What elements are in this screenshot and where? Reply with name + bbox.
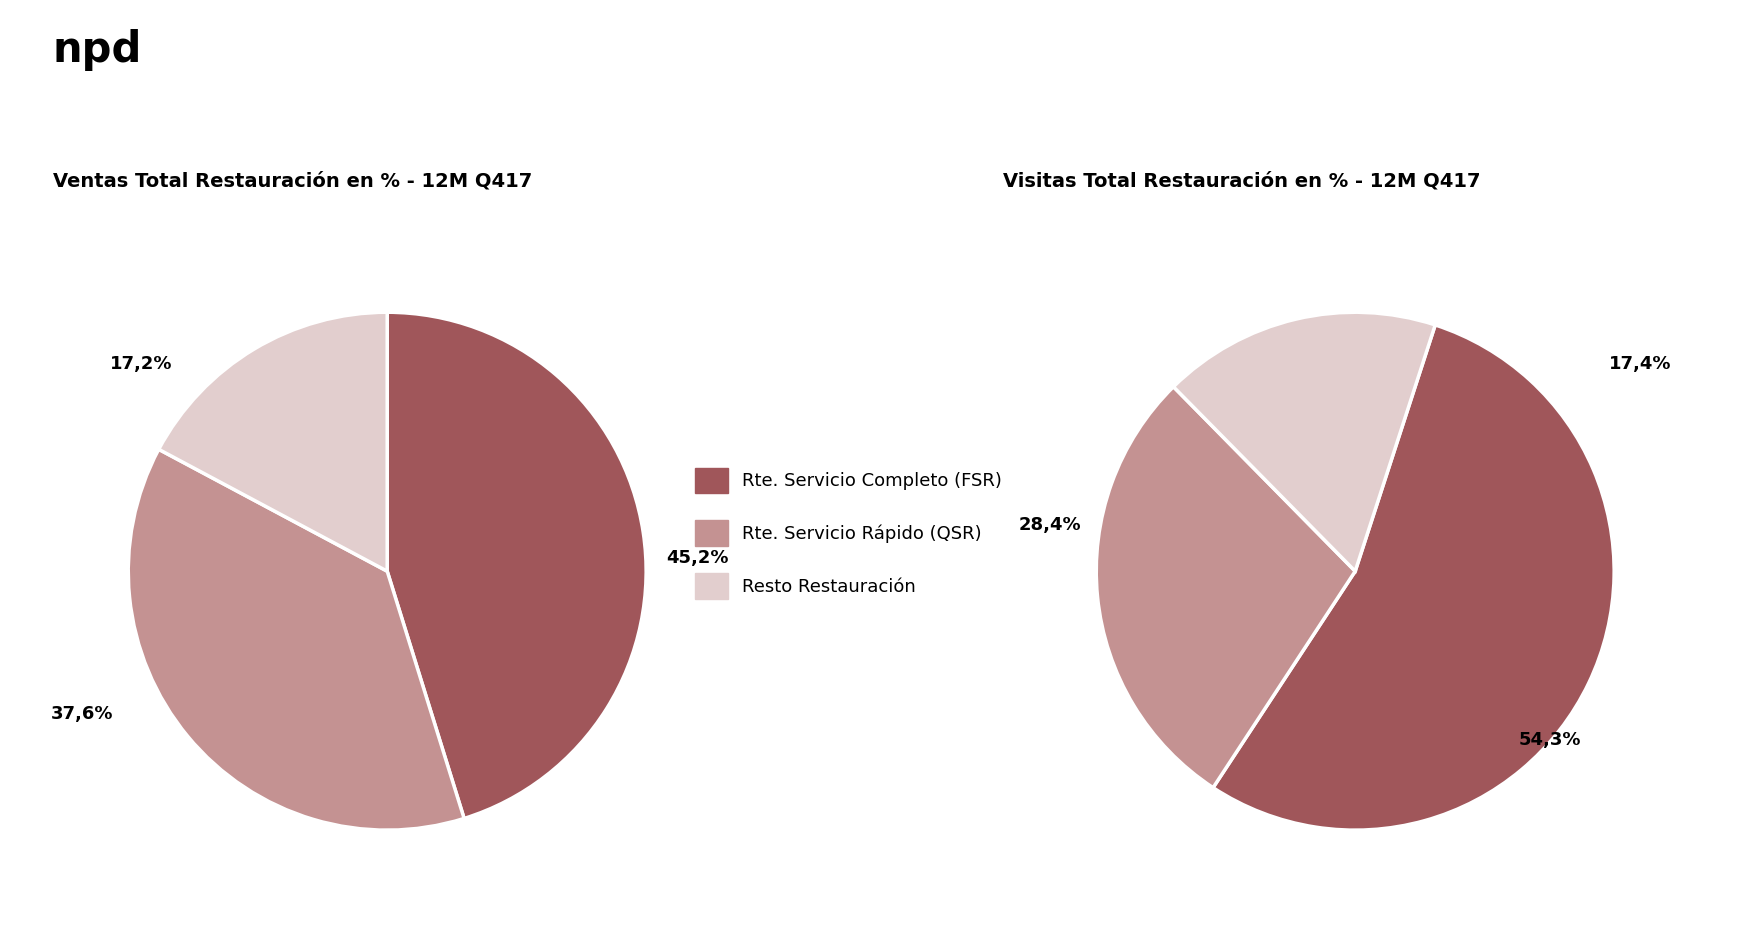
Wedge shape bbox=[158, 312, 387, 571]
Wedge shape bbox=[1213, 325, 1614, 830]
Text: Ventas Total Restauración en % - 12M Q417: Ventas Total Restauración en % - 12M Q41… bbox=[53, 171, 532, 190]
Text: npd: npd bbox=[53, 29, 143, 70]
Text: 17,4%: 17,4% bbox=[1609, 355, 1672, 373]
Text: 37,6%: 37,6% bbox=[51, 704, 113, 723]
Text: N: N bbox=[90, 57, 113, 86]
Wedge shape bbox=[128, 449, 465, 830]
Text: 17,2%: 17,2% bbox=[109, 355, 172, 373]
Wedge shape bbox=[1096, 387, 1355, 787]
Text: Visitas Total Restauración en % - 12M Q417: Visitas Total Restauración en % - 12M Q4… bbox=[1003, 171, 1480, 190]
Wedge shape bbox=[1174, 312, 1434, 571]
Wedge shape bbox=[387, 312, 646, 819]
Legend: Rte. Servicio Completo (FSR), Rte. Servicio Rápido (QSR), Resto Restauración: Rte. Servicio Completo (FSR), Rte. Servi… bbox=[695, 467, 1001, 599]
Text: 54,3%: 54,3% bbox=[1519, 730, 1580, 748]
Text: 45,2%: 45,2% bbox=[667, 549, 729, 567]
Text: 28,4%: 28,4% bbox=[1019, 516, 1081, 533]
